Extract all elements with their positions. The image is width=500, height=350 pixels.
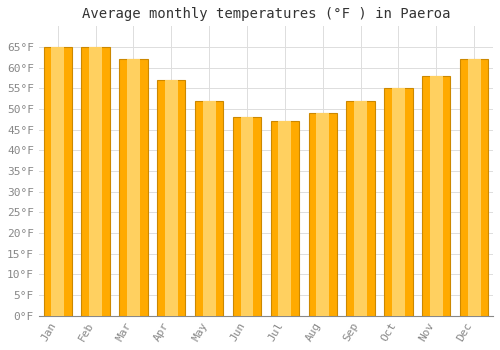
- Bar: [308, 113, 337, 316]
- Bar: [468, 60, 480, 316]
- Bar: [270, 121, 299, 316]
- Bar: [392, 88, 405, 316]
- Bar: [203, 101, 215, 316]
- Bar: [165, 80, 177, 316]
- Bar: [460, 60, 488, 316]
- Bar: [316, 113, 329, 316]
- Bar: [157, 80, 186, 316]
- Bar: [119, 60, 148, 316]
- Bar: [278, 121, 291, 316]
- Bar: [89, 47, 102, 316]
- Bar: [422, 76, 450, 316]
- Bar: [240, 117, 254, 316]
- Bar: [430, 76, 442, 316]
- Bar: [346, 101, 375, 316]
- Bar: [233, 117, 261, 316]
- Bar: [384, 88, 412, 316]
- Bar: [82, 47, 110, 316]
- Title: Average monthly temperatures (°F ) in Paeroa: Average monthly temperatures (°F ) in Pa…: [82, 7, 450, 21]
- Bar: [195, 101, 224, 316]
- Bar: [354, 101, 367, 316]
- Bar: [52, 47, 64, 316]
- Bar: [44, 47, 72, 316]
- Bar: [127, 60, 140, 316]
